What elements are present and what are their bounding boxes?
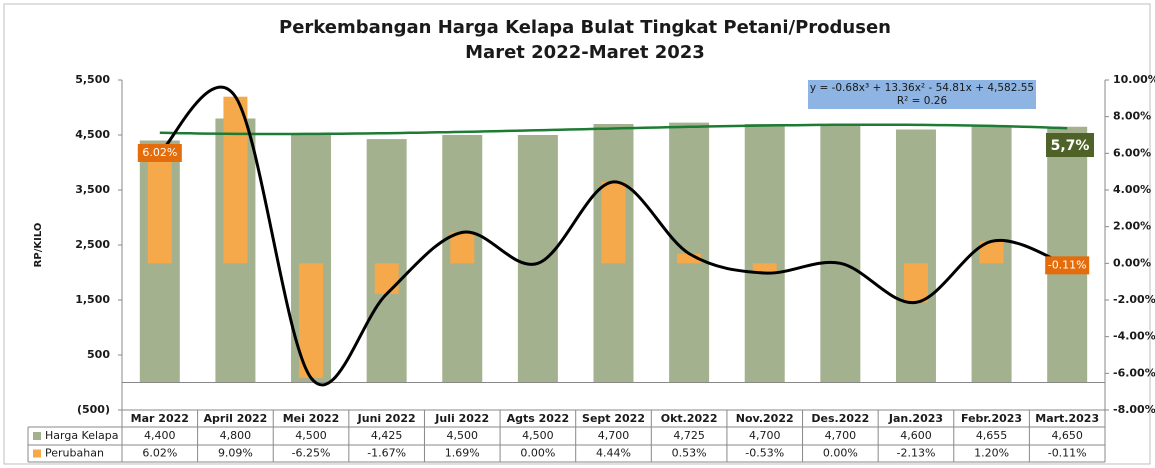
legend-label: Perubahan bbox=[45, 447, 104, 460]
data-label-box bbox=[1045, 256, 1090, 275]
equation-box bbox=[808, 80, 1036, 109]
table-value: 0.53% bbox=[672, 447, 707, 460]
x-tick-label: Jan.2023 bbox=[888, 412, 943, 425]
table-value: 9.09% bbox=[218, 447, 253, 460]
x-tick-label: Okt.2022 bbox=[661, 412, 718, 425]
data-label: 6.02% bbox=[142, 146, 177, 159]
y-tick-label: 1,500 bbox=[75, 293, 110, 306]
annotation: 5,7% bbox=[1051, 138, 1090, 154]
x-tick-label: Juli 2022 bbox=[434, 412, 489, 425]
bar bbox=[744, 124, 785, 383]
x-tick-label: Juni 2022 bbox=[357, 412, 416, 425]
bar bbox=[752, 263, 777, 274]
trendline bbox=[159, 123, 1068, 136]
table-value: -6.25% bbox=[292, 447, 331, 460]
y-tick-label: 500 bbox=[87, 348, 110, 361]
table-value: 6.02% bbox=[142, 447, 177, 460]
table-value: 4,800 bbox=[220, 429, 252, 442]
bar bbox=[895, 129, 936, 383]
table-value: 4,425 bbox=[371, 429, 403, 442]
x-tick-label: Febr.2023 bbox=[961, 412, 1022, 425]
data-label: -0.11% bbox=[1048, 258, 1087, 271]
legend-swatch bbox=[33, 432, 41, 440]
y-axis-label: RP/KILO bbox=[33, 223, 44, 268]
y-tick-label: 3,500 bbox=[75, 183, 110, 196]
table-value: 4,655 bbox=[976, 429, 1008, 442]
annotation-box bbox=[1046, 133, 1094, 157]
table-value: -0.53% bbox=[745, 447, 784, 460]
y2-tick-label: -8.00% bbox=[1113, 403, 1155, 416]
bar bbox=[223, 96, 248, 264]
y2-tick-label: -6.00% bbox=[1113, 366, 1155, 379]
y2-tick-label: 6.00% bbox=[1113, 146, 1151, 159]
legend-label: Harga Kelapa bbox=[45, 429, 119, 442]
chart-subtitle: Maret 2022-Maret 2023 bbox=[465, 42, 705, 63]
y-tick-label: 5,500 bbox=[75, 73, 110, 86]
table-value: 4,700 bbox=[825, 429, 857, 442]
y-tick-label: (500) bbox=[77, 403, 110, 416]
y2-tick-label: 10.00% bbox=[1113, 73, 1155, 86]
x-tick-label: Mei 2022 bbox=[283, 412, 340, 425]
table-value: 4,600 bbox=[900, 429, 932, 442]
x-tick-label: Des.2022 bbox=[811, 412, 869, 425]
table-value: 4,500 bbox=[522, 429, 554, 442]
bar bbox=[601, 181, 626, 264]
x-tick-label: Sept 2022 bbox=[582, 412, 645, 425]
y2-tick-label: 8.00% bbox=[1113, 110, 1151, 123]
change-line bbox=[158, 85, 1068, 387]
table-value: 4,650 bbox=[1051, 429, 1083, 442]
x-tick-label: Mart.2023 bbox=[1035, 412, 1099, 425]
y-tick-label: 2,500 bbox=[75, 238, 110, 251]
table-value: -2.13% bbox=[897, 447, 936, 460]
legend-swatch bbox=[33, 449, 41, 458]
bar bbox=[517, 135, 558, 383]
table-value: 4,700 bbox=[749, 429, 781, 442]
y2-tick-label: 2.00% bbox=[1113, 220, 1151, 233]
table-value: 1.20% bbox=[974, 447, 1009, 460]
equation: y = -0.68x³ + 13.36x² - 54.81x + 4,582.5… bbox=[810, 82, 1034, 94]
table-value: -1.67% bbox=[367, 447, 406, 460]
table-value: 4,400 bbox=[144, 429, 176, 442]
table-value: 0.00% bbox=[520, 447, 555, 460]
y2-tick-label: 4.00% bbox=[1113, 183, 1151, 196]
r-squared: R² = 0.26 bbox=[897, 95, 948, 107]
x-tick-label: Nov.2022 bbox=[736, 412, 794, 425]
y2-tick-label: -4.00% bbox=[1113, 330, 1155, 343]
bar bbox=[1047, 126, 1088, 383]
bar bbox=[450, 232, 475, 264]
x-tick-label: Mar 2022 bbox=[131, 412, 189, 425]
table-value: 1.69% bbox=[445, 447, 480, 460]
table-value: 4,500 bbox=[295, 429, 327, 442]
chart-title: Perkembangan Harga Kelapa Bulat Tingkat … bbox=[279, 17, 891, 38]
y-tick-label: 4,500 bbox=[75, 128, 110, 141]
table-value: 4.44% bbox=[596, 447, 631, 460]
table-value: 4,700 bbox=[598, 429, 630, 442]
x-tick-label: Agts 2022 bbox=[507, 412, 570, 425]
bar bbox=[903, 263, 928, 303]
bar bbox=[374, 263, 399, 294]
table-value: 4,725 bbox=[673, 429, 705, 442]
table-value: -0.11% bbox=[1048, 447, 1087, 460]
bar bbox=[366, 139, 407, 383]
x-tick-label: April 2022 bbox=[204, 412, 268, 425]
data-label-box bbox=[137, 143, 182, 162]
y2-tick-label: -2.00% bbox=[1113, 293, 1155, 306]
table-value: 4,500 bbox=[447, 429, 479, 442]
bar bbox=[677, 253, 702, 264]
bar bbox=[820, 124, 861, 383]
table-value: 0.00% bbox=[823, 447, 858, 460]
bar bbox=[979, 241, 1004, 264]
y2-tick-label: 0.00% bbox=[1113, 256, 1151, 269]
bar bbox=[147, 152, 172, 264]
